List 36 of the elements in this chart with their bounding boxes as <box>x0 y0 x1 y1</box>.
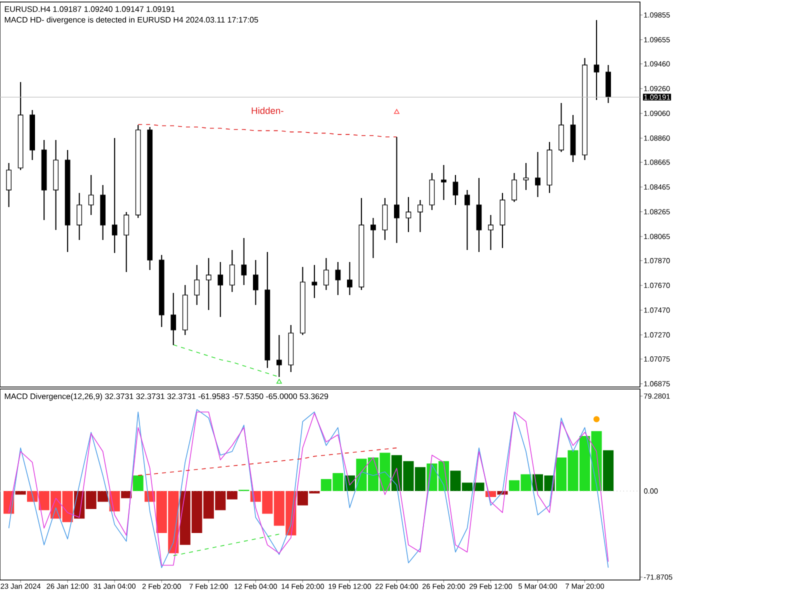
candlestick <box>452 174 458 206</box>
bar <box>132 475 144 492</box>
chart-title: EURUSD.H4 1.09187 1.09240 1.09147 1.09191 <box>4 6 175 12</box>
candlestick <box>406 196 412 233</box>
candlestick <box>252 259 258 306</box>
series-label: Hidden- <box>252 107 284 114</box>
candlestick <box>535 151 540 198</box>
candlestick <box>441 164 446 201</box>
candlestick <box>418 199 423 233</box>
candlestick <box>276 334 282 378</box>
text: MACD HD- divergence is detected in EURUSD H4 2024.03.11 17:17:05 <box>4 16 258 24</box>
candlestick <box>347 261 352 296</box>
candlestick <box>594 20 600 101</box>
candlestick <box>523 162 529 191</box>
candlestick <box>124 211 130 273</box>
bar <box>602 450 614 492</box>
candlestick <box>394 136 400 244</box>
candlestick <box>323 258 329 291</box>
candlestick <box>6 162 12 208</box>
candlestick <box>370 217 376 259</box>
candlestick <box>112 137 118 254</box>
candlestick <box>464 189 470 251</box>
candlestick <box>512 172 517 203</box>
candlestick <box>488 214 494 251</box>
candlestick <box>76 192 82 241</box>
candlestick <box>229 249 235 292</box>
candlestick <box>218 261 224 318</box>
bar <box>15 491 26 495</box>
candlestick <box>206 258 212 311</box>
candlestick <box>170 292 176 346</box>
candlestick <box>312 264 318 299</box>
chart-title: MACD Divergence(12,26,9) 32.3731 32.3731 32.3731 -61.9583 -57.5350 -65.0000 53.3629 <box>4 393 328 401</box>
candlestick <box>335 261 341 296</box>
candlestick <box>88 174 94 216</box>
candlestick <box>194 264 200 306</box>
candlestick <box>241 237 247 286</box>
